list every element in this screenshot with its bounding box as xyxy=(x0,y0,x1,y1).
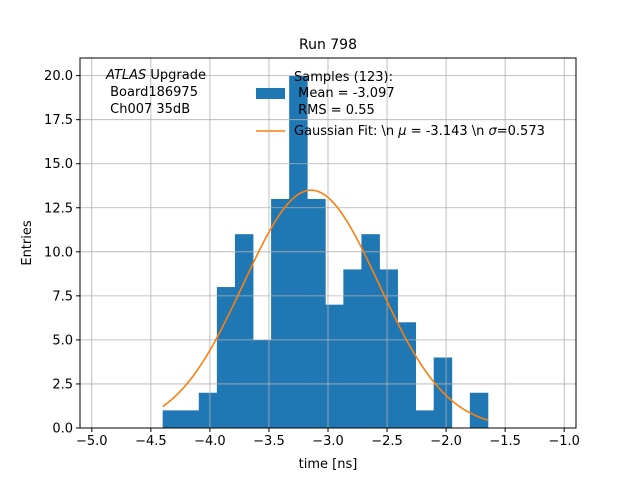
x-tick-label: −2.5 xyxy=(371,434,403,449)
annotation-line-1: ATLAS Upgrade xyxy=(105,68,206,83)
y-tick-label: 15.0 xyxy=(44,157,73,172)
y-tick-label: 2.5 xyxy=(52,377,73,392)
y-tick-label: 0.0 xyxy=(52,422,73,437)
x-tick-label: −3.5 xyxy=(253,434,285,449)
legend-hist-line-3: RMS = 0.55 xyxy=(294,103,375,118)
histogram-bar xyxy=(415,410,435,428)
legend-fit-label: Gaussian Fit: \n μ = -3.143 \n σ=0.573 xyxy=(294,124,545,139)
x-tick-label: −4.5 xyxy=(135,434,167,449)
histogram-bar xyxy=(343,269,362,428)
histogram-bar xyxy=(325,304,344,428)
y-axis-label: Entries xyxy=(20,220,35,266)
x-axis-label: time [ns] xyxy=(299,457,358,472)
histogram-bar xyxy=(379,269,398,428)
y-tick-label: 17.5 xyxy=(44,113,73,128)
legend-hist-line-2: Mean = -3.097 xyxy=(294,86,395,101)
atlas-annotation: ATLAS Upgrade Board186975 Ch007 35dB xyxy=(105,68,206,117)
histogram-bar xyxy=(307,198,326,428)
annotation-line-3: Ch007 35dB xyxy=(106,102,190,117)
fit-layer xyxy=(162,189,489,421)
y-tick-label: 5.0 xyxy=(52,333,73,348)
annotation-atlas: ATLAS xyxy=(105,68,146,83)
y-tick-label: 7.5 xyxy=(52,289,73,304)
histogram-bar xyxy=(198,392,218,428)
x-tick-label: −4.0 xyxy=(194,434,226,449)
histogram-bar xyxy=(234,234,254,428)
chart-title: Run 798 xyxy=(299,37,357,53)
histogram-bar xyxy=(361,234,380,428)
x-tick-label: −1.0 xyxy=(548,434,580,449)
annotation-upgrade: Upgrade xyxy=(146,68,206,83)
legend-fit-sigma: σ xyxy=(489,124,498,139)
y-tick-label: 10.0 xyxy=(44,245,73,260)
y-tick-label: 20.0 xyxy=(44,69,73,84)
gaussian-fit-line xyxy=(162,189,489,421)
histogram-bar xyxy=(180,410,200,428)
histogram-bars xyxy=(162,75,489,429)
legend-fit-pre: Gaussian Fit: \n xyxy=(294,124,398,139)
x-tick-label: −3.0 xyxy=(312,434,344,449)
legend: Samples (123): Mean = -3.097 RMS = 0.55 … xyxy=(256,70,545,139)
legend-fit-mid: = -3.143 \n xyxy=(407,124,489,139)
x-tick-label: −5.0 xyxy=(76,434,108,449)
x-tick-label: −2.0 xyxy=(430,434,462,449)
axis-ticks: −5.0 −4.5 −4.0 −3.5 −3.0 −2.5 −2.0 −1.5 −1.0 0.0 2… xyxy=(44,69,580,449)
legend-fit-mu: μ xyxy=(397,124,406,139)
legend-fit-post: =0.573 xyxy=(497,124,545,139)
legend-hist-line-1: Samples (123): xyxy=(294,70,393,85)
histogram-bar xyxy=(162,410,182,428)
histogram-bar xyxy=(469,392,489,428)
x-tick-label: −1.5 xyxy=(489,434,521,449)
histogram-bar xyxy=(271,198,290,428)
legend-hist-swatch xyxy=(256,88,285,99)
histogram-bar xyxy=(216,287,236,428)
annotation-line-2: Board186975 xyxy=(106,85,198,100)
histogram-bar xyxy=(397,322,417,428)
y-tick-label: 12.5 xyxy=(44,201,73,216)
